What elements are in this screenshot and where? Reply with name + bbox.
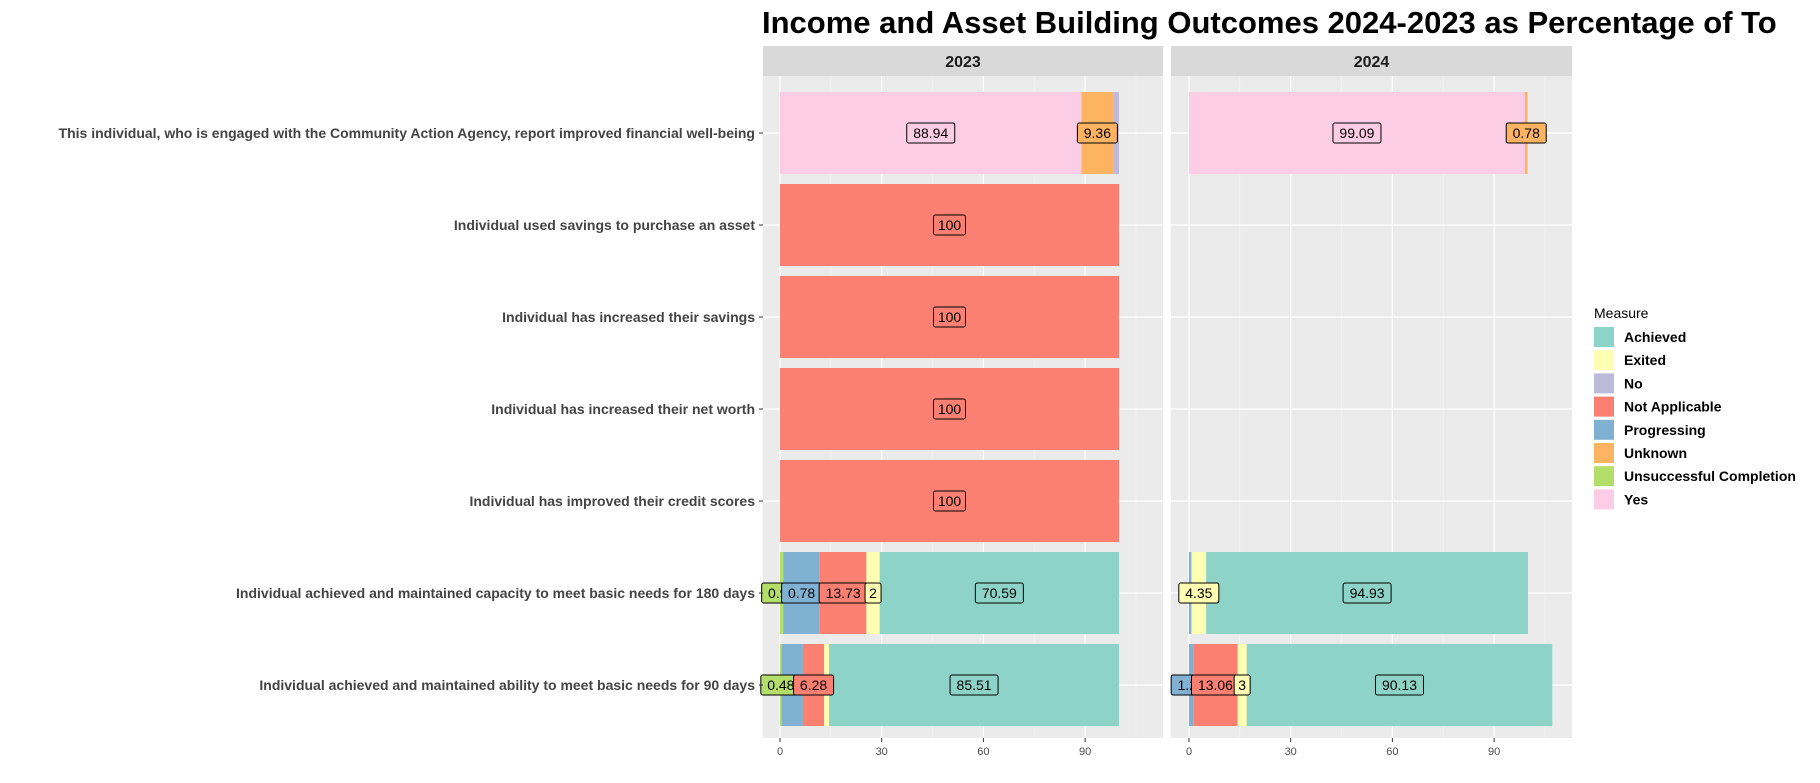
data-label: 90.13 <box>1382 677 1417 693</box>
data-label: 2 <box>869 585 877 601</box>
data-label: 3 <box>1238 677 1246 693</box>
x-tick-label: 90 <box>1079 746 1091 758</box>
data-label: 9.36 <box>1084 125 1111 141</box>
data-label-box <box>793 674 835 696</box>
x-tick-label: 0 <box>1186 746 1192 758</box>
facet-strip <box>1171 46 1572 76</box>
x-tick-label: 0 <box>777 746 783 758</box>
data-label-box <box>949 674 999 696</box>
legend-label: Unknown <box>1624 445 1687 461</box>
data-label-box <box>1076 122 1118 144</box>
legend-key-achieved <box>1594 327 1614 347</box>
data-label-box <box>1178 582 1220 604</box>
category-label: Individual achieved and maintained abili… <box>259 677 755 693</box>
legend-key-no <box>1594 373 1614 394</box>
category-label: Individual has increased their savings <box>502 309 755 325</box>
category-label: Individual used savings to purchase an a… <box>454 217 755 233</box>
x-tick-label: 60 <box>1386 746 1398 758</box>
data-label: 100 <box>938 309 962 325</box>
data-label-box <box>1505 122 1547 144</box>
facet-strip <box>763 46 1163 76</box>
data-label: 100 <box>938 493 962 509</box>
data-label: 85.51 <box>957 677 992 693</box>
data-label: 100 <box>938 401 962 417</box>
data-label: 99.09 <box>1339 125 1374 141</box>
data-label-box <box>974 582 1024 604</box>
data-label-box <box>864 582 882 604</box>
legend-title: Measure <box>1594 305 1649 321</box>
x-tick-label: 60 <box>977 746 989 758</box>
data-label: 100 <box>938 217 962 233</box>
data-label-box <box>1342 582 1392 604</box>
legend-label: Not Applicable <box>1624 399 1722 415</box>
facet-strip-label: 2023 <box>945 54 981 71</box>
category-label: This individual, who is engaged with the… <box>59 125 755 141</box>
plot-background <box>1171 76 1572 738</box>
legend-key-progressing <box>1594 419 1614 440</box>
data-label: 88.94 <box>913 125 948 141</box>
x-tick-label: 30 <box>876 746 888 758</box>
category-label: Individual achieved and maintained capac… <box>236 585 755 601</box>
facet-panel-2023: 2023030609088.949.361001001001000.980.78… <box>760 46 1163 758</box>
facet-strip-label: 2024 <box>1354 54 1390 71</box>
chart-title: Income and Asset Building Outcomes 2024-… <box>762 5 1777 40</box>
legend-key-not-applicable <box>1594 396 1614 417</box>
x-tick-label: 30 <box>1285 746 1297 758</box>
facet-panels: 2023030609088.949.361001001001000.980.78… <box>760 46 1572 758</box>
legend-key-unknown <box>1594 443 1614 463</box>
legend-label: Yes <box>1624 491 1648 507</box>
data-label: 0.48 <box>767 677 794 693</box>
legend: Measure Achieved Exited No Not Applicable Pro… <box>1594 305 1796 510</box>
legend-label: Unsuccessful Completion <box>1624 468 1796 484</box>
data-label: 0.78 <box>788 585 815 601</box>
data-label: 0.78 <box>1513 125 1540 141</box>
legend-label: Progressing <box>1624 422 1706 438</box>
data-labels: 88.949.361001001001000.980.7813.73270.59… <box>760 122 1118 696</box>
data-label-box <box>1375 674 1425 696</box>
data-label-box <box>906 122 956 144</box>
data-label-box <box>933 306 966 328</box>
legend-key-exited <box>1594 350 1614 371</box>
data-label-box <box>1233 674 1251 696</box>
legend-key-yes <box>1594 489 1614 510</box>
data-label: 94.93 <box>1350 585 1385 601</box>
data-label-box <box>1332 122 1382 144</box>
x-tick-label: 90 <box>1488 746 1500 758</box>
data-label-box <box>933 214 966 236</box>
data-label: 13.06 <box>1198 677 1233 693</box>
data-label: 4.35 <box>1185 585 1212 601</box>
legend-label: Achieved <box>1624 329 1686 345</box>
category-axis-labels: This individual, who is engaged with the… <box>59 125 763 693</box>
data-label-box <box>933 490 966 512</box>
legend-label: Exited <box>1624 352 1666 368</box>
data-label: 13.73 <box>826 585 861 601</box>
data-label: 6.28 <box>800 677 827 693</box>
facet-panel-2024: 2024030609099.090.7804.3594.931.2713.063… <box>1170 46 1572 758</box>
legend-label: No <box>1624 375 1643 391</box>
category-label: Individual has increased their net worth <box>491 401 755 417</box>
legend-key-unsuccessful-completion <box>1594 466 1614 487</box>
data-label-box <box>933 398 966 420</box>
data-label: 70.59 <box>982 585 1017 601</box>
category-label: Individual has improved their credit sco… <box>469 493 755 509</box>
